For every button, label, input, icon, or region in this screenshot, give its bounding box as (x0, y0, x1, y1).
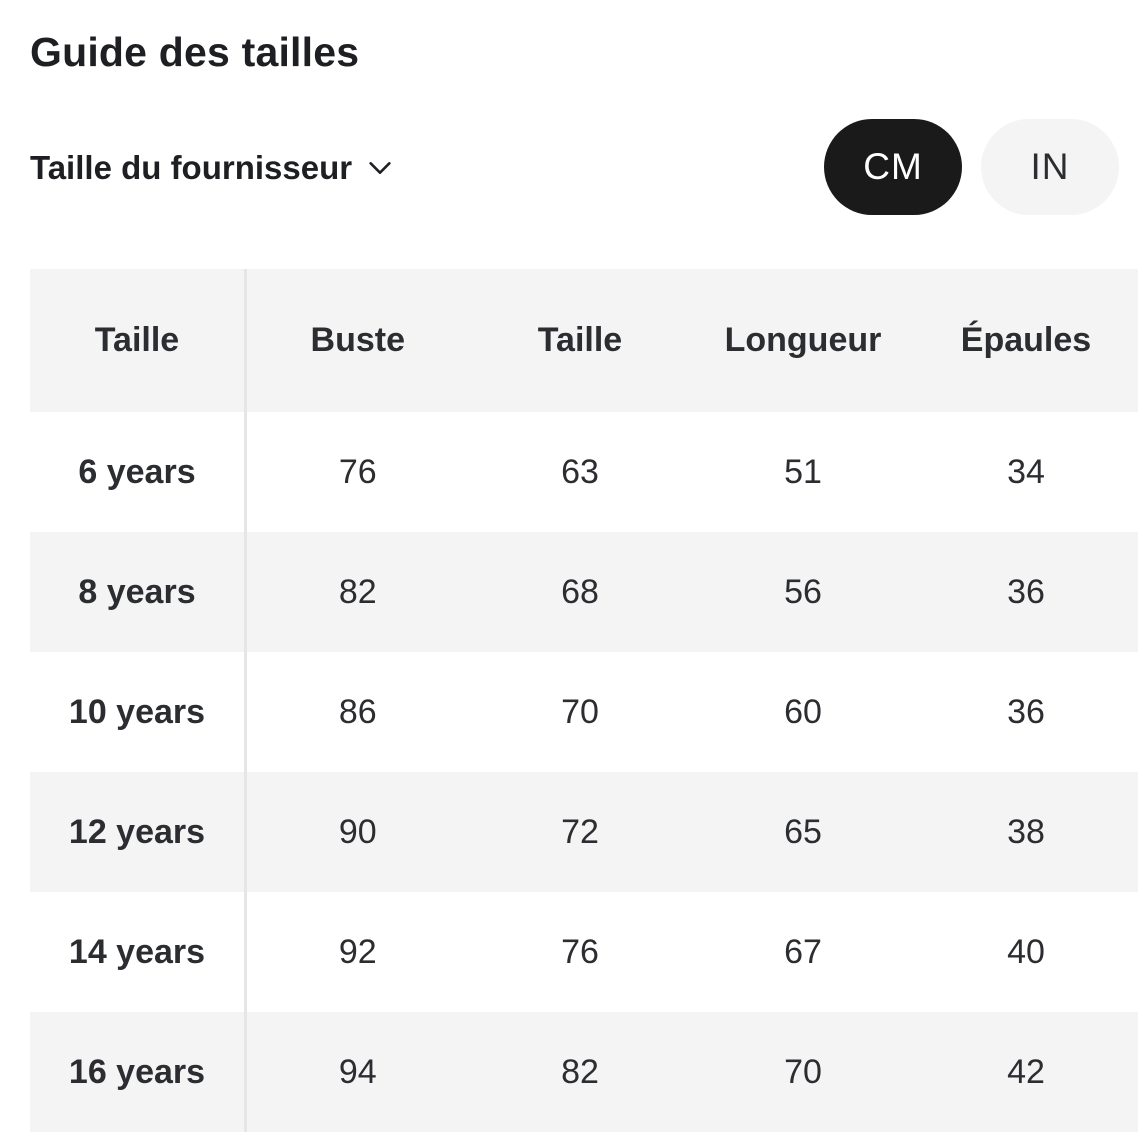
unit-toggle: CM IN (824, 119, 1119, 215)
length-cell: 60 (784, 692, 822, 731)
size-cell: 16 years (30, 1012, 247, 1132)
bust-cell: 92 (338, 932, 377, 971)
length-cell: 67 (784, 932, 822, 971)
waist-cell: 82 (561, 1052, 599, 1091)
page-title: Guide des tailles (30, 29, 360, 75)
table-row: 6 years 76 63 51 34 (30, 412, 1138, 532)
table-row: 14 years 92 76 67 40 (30, 892, 1138, 1012)
shoulders-cell: 42 (1007, 1052, 1045, 1091)
chevron-down-icon (369, 162, 391, 174)
length-cell: 56 (784, 572, 822, 611)
waist-cell: 70 (561, 692, 599, 731)
size-cell: 12 years (30, 772, 247, 892)
length-cell: 70 (784, 1052, 822, 1091)
size-table: Taille Buste Taille Longueur Épaules 6 y… (30, 269, 1139, 1132)
bust-cell: 82 (338, 572, 377, 611)
table-row: 16 years 94 82 70 42 (30, 1012, 1138, 1132)
size-cell: 8 years (30, 532, 247, 652)
size-cell: 6 years (30, 412, 247, 532)
header-shoulders: Épaules (960, 321, 1092, 359)
bust-cell: 76 (338, 452, 377, 491)
size-cell: 10 years (30, 652, 247, 772)
waist-cell: 68 (561, 572, 599, 611)
table-row: 10 years 86 70 60 36 (30, 652, 1138, 772)
shoulders-cell: 40 (1007, 932, 1045, 971)
bust-cell: 86 (338, 692, 377, 731)
unit-in-button[interactable]: IN (981, 119, 1119, 215)
table-row: 12 years 90 72 65 38 (30, 772, 1138, 892)
shoulders-cell: 38 (1007, 812, 1045, 851)
length-cell: 65 (784, 812, 822, 851)
waist-cell: 72 (561, 812, 599, 851)
shoulders-cell: 36 (1007, 692, 1045, 731)
waist-cell: 76 (561, 932, 599, 971)
shoulders-cell: 34 (1007, 452, 1045, 491)
header-waist: Taille (537, 321, 623, 359)
header-length: Longueur (724, 321, 882, 359)
length-cell: 51 (784, 452, 822, 491)
shoulders-cell: 36 (1007, 572, 1045, 611)
table-row: 8 years 82 68 56 36 (30, 532, 1138, 652)
table-header-row: Taille Buste Taille Longueur Épaules (30, 269, 1138, 412)
header-size: Taille (30, 269, 247, 412)
size-cell: 14 years (30, 892, 247, 1012)
size-system-dropdown[interactable]: Taille du fournisseur (30, 142, 394, 194)
size-system-label: Taille du fournisseur (30, 149, 353, 186)
waist-cell: 63 (561, 452, 599, 491)
bust-cell: 94 (338, 1052, 377, 1091)
unit-cm-button[interactable]: CM (824, 119, 962, 215)
header-bust: Buste (310, 321, 405, 359)
bust-cell: 90 (338, 812, 377, 851)
